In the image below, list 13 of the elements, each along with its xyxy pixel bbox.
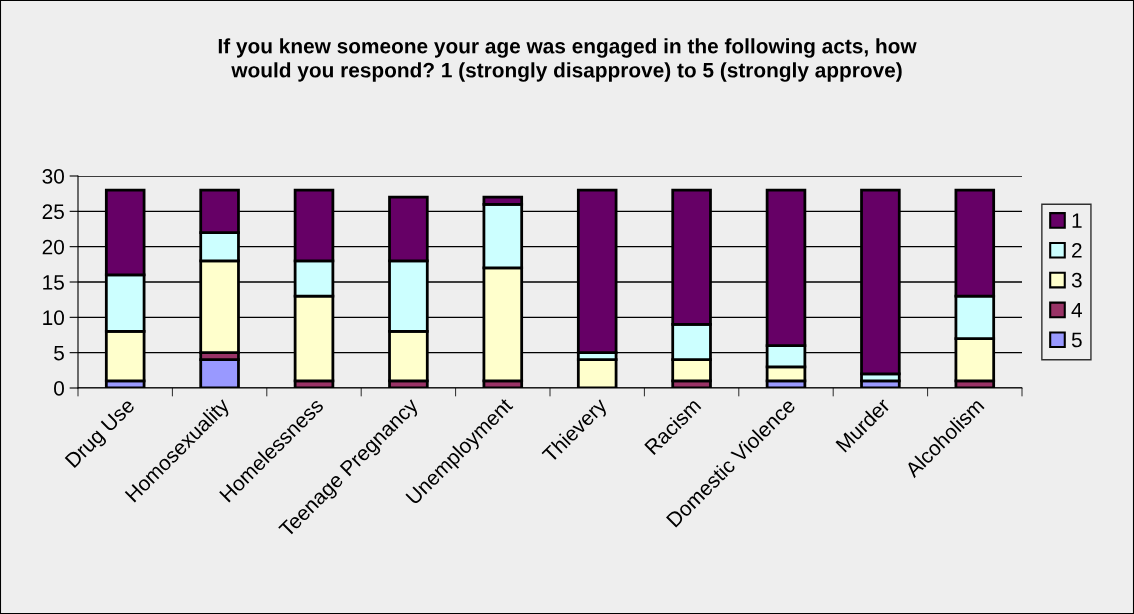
chart-title: If you knew someone your age was engaged in the following acts, how would you respond? 1 (strongly disapprove) to 5 (strongly approve)	[218, 38, 917, 82]
y-tick-label: 25	[42, 204, 64, 220]
y-tick-label: 30	[42, 169, 64, 184]
y-tick-label: 15	[43, 275, 64, 290]
y-tick-label: 10	[43, 310, 64, 326]
legend-label: 1	[1072, 213, 1082, 228]
legend-label: 3	[1071, 272, 1082, 288]
y-tick-label: 5	[54, 345, 64, 361]
legend-label: 4	[1071, 302, 1082, 318]
y-tick-label: 20	[42, 239, 64, 255]
legend-label: 2	[1072, 243, 1082, 258]
y-tick-label: 0	[54, 381, 64, 396]
legend-label: 5	[1071, 332, 1082, 348]
